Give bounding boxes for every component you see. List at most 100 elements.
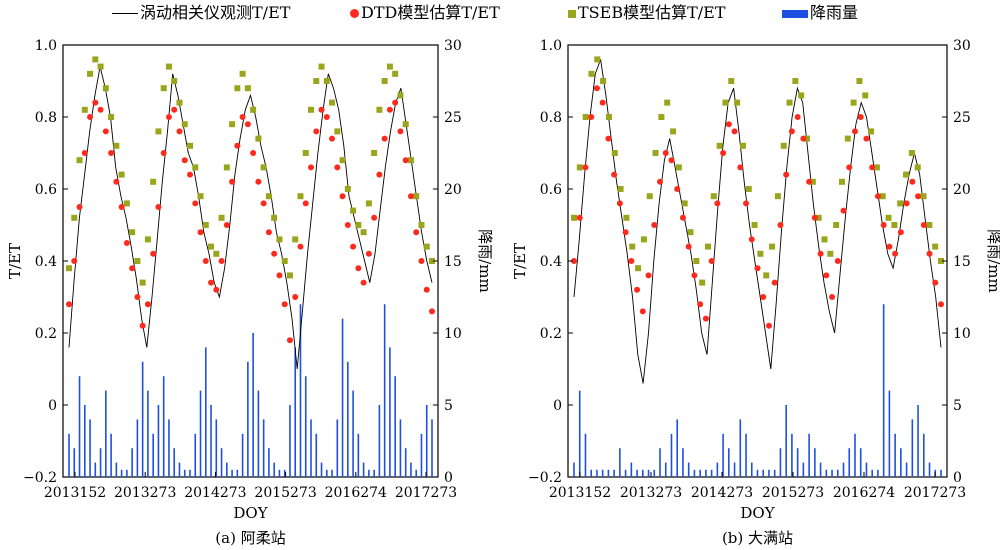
panel-b-dtd-point: [783, 171, 790, 178]
panel-b-dtd-point: [725, 121, 732, 128]
panel-b-tseb-point: [576, 164, 583, 171]
panel-b-y2-tick-label: 30: [953, 38, 971, 54]
panel-a-tseb-point: [97, 63, 104, 70]
panel-a-dtd-point: [187, 171, 193, 178]
panel-b-y-tick-label: 0.8: [540, 110, 562, 126]
panel-b-x-axis-title: DOY: [740, 504, 775, 522]
panel-a-dtd-point: [71, 258, 78, 264]
panel-b-tseb-point: [774, 193, 781, 200]
panel-a-dtd-point: [213, 286, 220, 293]
panel-b-tseb-point: [652, 150, 659, 156]
panel-a-y-tick-label: −0.2: [23, 470, 57, 486]
panel-a-y-tick-label: 0.8: [35, 110, 57, 126]
panel-a-tseb-point: [286, 272, 293, 279]
panel-b-tseb-point: [710, 193, 717, 200]
panel-a-dtd-point: [339, 193, 346, 200]
panel-b-dtd-point: [668, 157, 675, 164]
panel-a-tseb-point: [118, 171, 125, 178]
panel-b-tseb-point: [751, 222, 758, 228]
panel-a-tseb-point: [381, 78, 388, 84]
panel-a-tseb-point: [150, 178, 157, 185]
panel-b-dtd-point: [737, 164, 744, 171]
panel-b-dtd-point: [599, 99, 606, 106]
panel-a-tseb-point: [229, 121, 236, 128]
panel-b-tseb-point: [926, 222, 933, 228]
panel-a-dtd-point: [350, 243, 357, 250]
panel-b-tseb-point: [605, 114, 612, 120]
panel-a-dtd-point: [318, 106, 325, 113]
panel-b-dtd-point: [639, 308, 646, 315]
panel-b-dtd-point: [720, 150, 727, 156]
panel-a-observed-line: [68, 66, 433, 370]
panel-b-tseb-point: [914, 164, 921, 171]
panel-a-dtd-point: [87, 114, 94, 120]
panel-a-dtd-point: [360, 279, 367, 286]
panel-b-dtd-point: [771, 279, 778, 286]
panel-a-tseb-point: [176, 99, 183, 106]
panel-b-dtd-point: [938, 301, 944, 308]
panel-b-dtd-point: [645, 272, 652, 279]
panel-a-tseb-point: [165, 63, 172, 70]
panel-a-dtd-point: [407, 193, 414, 200]
panel-a-tseb-point: [192, 164, 199, 171]
panel-b-tseb-point: [938, 258, 944, 264]
panel-a-dtd-point: [355, 265, 362, 272]
panel-b-dtd-point: [794, 114, 801, 120]
panel-a-tseb-point: [292, 236, 299, 243]
panel-b-dtd-point: [674, 186, 681, 192]
panel-a-dtd-point: [413, 229, 420, 236]
panel-b-tseb-point: [670, 128, 677, 135]
panel-a-dtd-point: [165, 114, 172, 120]
panel-b-y-tick-label: 1.0: [540, 38, 562, 54]
panel-a-y-tick-label: 0.2: [35, 326, 57, 342]
panel-a-dtd-point: [234, 142, 241, 149]
panel-b-tseb-point: [903, 171, 910, 178]
panel-a-y-tick-label: 1.0: [35, 38, 57, 54]
panel-a-tseb-point: [276, 236, 283, 243]
panel-a-dtd-point: [192, 200, 199, 207]
panel-a-dtd-point: [371, 214, 378, 221]
legend-item-dtd: DTD模型估算T/ET: [346, 2, 500, 24]
panel-a-dtd-point: [302, 200, 309, 207]
legend-item-tseb: TSEB模型估算T/ET: [564, 2, 726, 24]
panel-a-dtd-point: [276, 272, 283, 279]
panel-b-tseb-point: [891, 222, 898, 228]
panel-a-tseb-point: [329, 99, 336, 106]
panel-b-x-tick-label: 2013273: [620, 485, 682, 501]
panel-b-dtd-point: [634, 286, 641, 293]
panel-b-dtd-point: [679, 214, 686, 221]
panel-a-tseb-point: [313, 78, 320, 84]
panel-b-dtd-point: [691, 272, 698, 279]
panel-a-dtd-point: [108, 150, 115, 156]
panel-a-tseb-point: [244, 85, 251, 92]
panel-b-dtd-point: [714, 200, 721, 207]
panel-a-tseb-point: [423, 243, 430, 250]
panel-b-tseb-point: [658, 114, 665, 120]
panel-b-tseb-point: [728, 78, 735, 84]
panel-b-tseb-point: [617, 186, 624, 192]
panel-a-tseb-point: [160, 85, 167, 92]
panel-a-dtd-point: [323, 114, 330, 120]
panel-a-dtd-point: [160, 150, 167, 156]
panel-a-dtd-point: [202, 258, 209, 264]
panel-a-tseb-point: [155, 128, 162, 135]
panel-b-y-tick-label: 0.4: [540, 254, 562, 270]
panel-b-dtd-point: [926, 250, 933, 257]
panel-b-tseb-point: [821, 236, 828, 243]
panel-b-tseb-point: [885, 214, 892, 221]
panel-b-dtd-point: [880, 222, 887, 228]
panel-a-tseb-point: [81, 106, 88, 113]
panel-a-tseb-point: [323, 78, 330, 84]
panel-b-tseb-point: [687, 229, 694, 236]
legend-line-swatch: [112, 13, 138, 14]
panel-b-tseb-point: [739, 142, 746, 149]
panel-a-dtd-point: [329, 135, 336, 142]
panel-b-dtd-point: [731, 128, 738, 135]
panel-b-dtd-point: [829, 294, 836, 300]
panel-b-tseb-point: [757, 250, 764, 257]
panel-a-dtd-point: [229, 178, 236, 185]
panel-a-tseb-point: [365, 200, 372, 207]
panel-a-tseb-point: [129, 229, 136, 236]
panel-a-dtd-point: [92, 99, 99, 106]
panel-b-dtd-point: [622, 229, 629, 236]
